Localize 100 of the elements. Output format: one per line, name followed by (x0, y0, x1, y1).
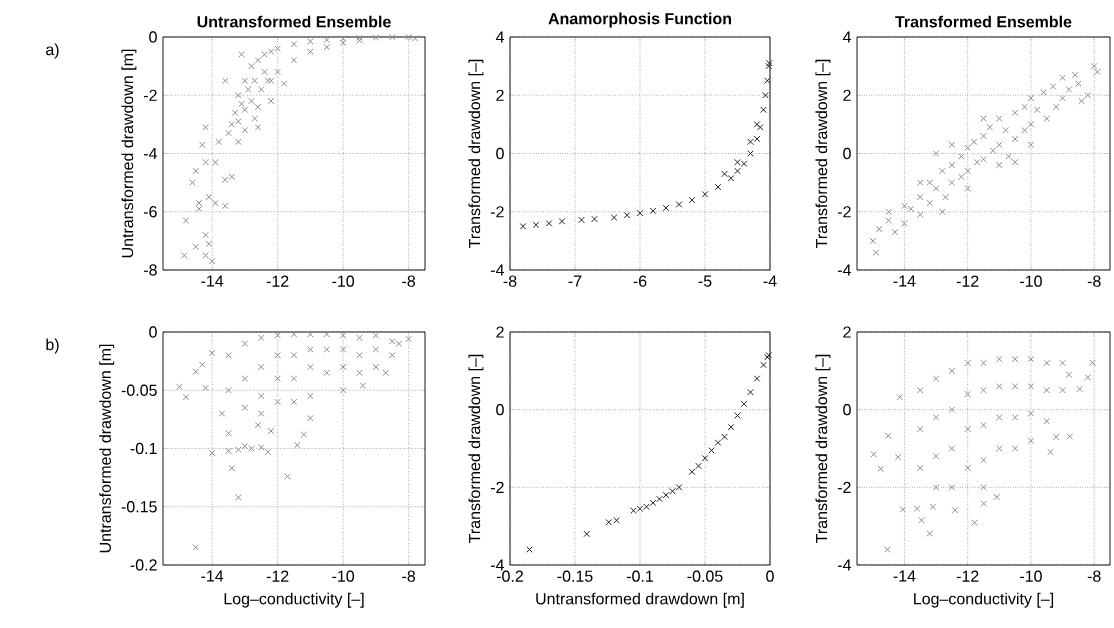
point (918, 517, 925, 524)
point (656, 495, 663, 503)
point (747, 138, 754, 146)
point (649, 207, 657, 215)
point (948, 445, 956, 452)
point (1011, 383, 1019, 390)
x-tick-label: -7 (568, 275, 582, 287)
x-axis-title: Untransformed drawdown [m] (536, 592, 744, 608)
y-tick-label: -0.2 (130, 559, 157, 571)
point (1027, 437, 1035, 445)
x-tick-label: -0.1 (626, 570, 653, 582)
point (591, 215, 598, 223)
y-tick-label: -6 (143, 206, 157, 218)
y-tick-label: -2 (837, 481, 851, 493)
point (695, 462, 702, 470)
point (951, 506, 959, 514)
point (578, 216, 585, 224)
point (721, 433, 728, 441)
chart-title: Transformed Ensemble (895, 15, 1072, 28)
point (877, 465, 885, 473)
point (899, 506, 907, 513)
point (1065, 371, 1073, 379)
point (675, 201, 683, 208)
x-axis-title: Log–conductivity [–] (914, 592, 1054, 608)
point (964, 464, 972, 472)
x-tick-label: -12 (266, 275, 289, 287)
point (993, 493, 1001, 501)
x-tick-label: -4 (763, 275, 777, 287)
point (669, 487, 676, 495)
x-tick-label: -14 (201, 570, 224, 582)
point (1047, 448, 1054, 456)
y-tick-label: -4 (490, 559, 504, 571)
y-tick-label: -8 (143, 264, 157, 276)
point (932, 452, 940, 460)
y-tick-label: 0 (496, 404, 504, 416)
point (884, 432, 892, 440)
y-axis-title: Transformed drawdown [–] (468, 354, 484, 543)
x-tick-label: -10 (1020, 275, 1042, 287)
chart-title: Anamorphosis Function (548, 12, 732, 28)
point (721, 170, 728, 178)
point (980, 483, 987, 491)
point (714, 439, 722, 446)
point (980, 500, 988, 507)
y-tick-label: 0 (843, 404, 851, 416)
y-tick-label: -4 (837, 559, 851, 571)
y-tick-label: -2 (490, 206, 504, 218)
point (932, 375, 940, 382)
point (926, 530, 934, 537)
x-tick-label: -8 (402, 570, 416, 582)
x-axis-title: Log–conductivity [–] (224, 592, 364, 608)
y-tick-label: -4 (490, 264, 504, 276)
x-tick-label: -12 (266, 570, 289, 582)
x-tick-label: -14 (893, 570, 916, 582)
point (558, 218, 566, 225)
point (727, 423, 735, 431)
point (916, 425, 924, 433)
point (727, 174, 735, 182)
x-tick-label: -6 (633, 275, 647, 287)
y-tick-label: 2 (496, 326, 504, 338)
point (688, 196, 696, 204)
point (1066, 433, 1074, 440)
point (675, 483, 683, 491)
point (1027, 410, 1035, 417)
point (636, 209, 644, 217)
point (762, 91, 769, 99)
x-tick-label: -12 (956, 275, 979, 287)
point (932, 414, 940, 421)
y-tick-label: 0 (149, 326, 157, 338)
point (995, 355, 1003, 363)
y-tick-label: -4 (143, 147, 157, 159)
point (932, 483, 940, 491)
text: a) (46, 43, 59, 59)
point (1043, 417, 1051, 425)
point (623, 211, 631, 219)
chart-title: Untransformed Ensemble (197, 15, 391, 28)
point (765, 62, 773, 70)
point (519, 222, 527, 230)
point (1076, 385, 1083, 393)
point (964, 359, 972, 367)
point (760, 361, 767, 369)
point (1089, 359, 1096, 366)
point (870, 450, 878, 458)
x-tick-label: -8 (1087, 570, 1101, 582)
point (995, 445, 1003, 452)
point (532, 221, 540, 229)
point (980, 386, 987, 394)
point (753, 375, 761, 382)
point (701, 454, 709, 462)
x-tick-label: -5 (698, 275, 712, 287)
point (610, 214, 618, 221)
point (764, 77, 771, 85)
point (701, 190, 709, 198)
y-tick-label: -0.1 (130, 442, 157, 455)
point (964, 425, 972, 433)
y-tick-label: -0.15 (121, 501, 157, 513)
point (1011, 445, 1019, 452)
point (1043, 359, 1051, 367)
y-tick-label: -0.05 (121, 384, 157, 396)
point (753, 135, 761, 143)
point (1059, 386, 1066, 394)
